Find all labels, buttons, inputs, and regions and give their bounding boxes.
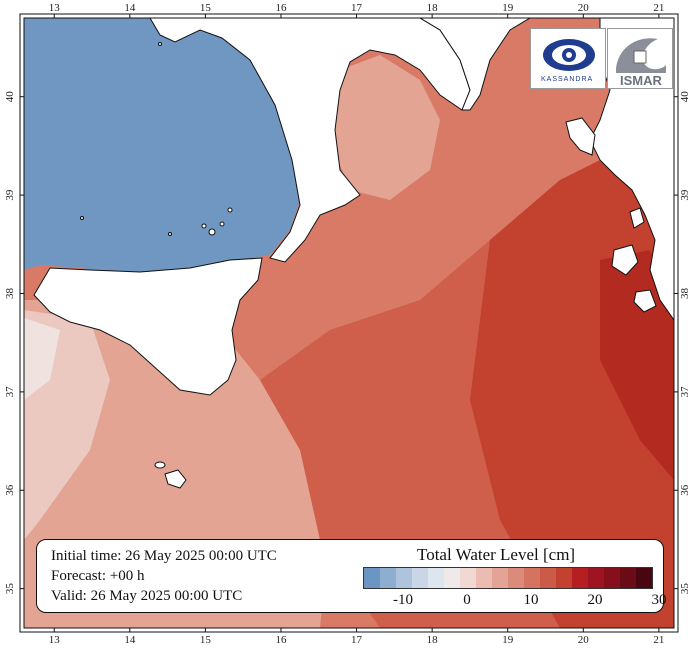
lon-tick-label: 21 [653, 634, 664, 646]
lat-tick-label: 38 [4, 287, 16, 299]
lon-tick-label: 14 [124, 634, 136, 646]
lat-tick-label: 39 [679, 189, 691, 201]
info-legend-box: Initial time: 26 May 2025 00:00 UTC Fore… [36, 539, 667, 613]
kassandra-logo: KASSANDRA [530, 28, 606, 89]
lon-ticks-top: 13 14 15 16 17 18 19 20 21 [49, 2, 664, 18]
lon-tick-label: 16 [275, 634, 287, 646]
malta-land [164, 469, 187, 489]
initial-time-text: Initial time: 26 May 2025 00:00 UTC [51, 548, 277, 564]
corfu-land [565, 117, 596, 156]
lat-tick-label: 39 [4, 189, 16, 201]
forecast-text: Forecast: +00 h [51, 568, 145, 584]
lefkada-land [629, 207, 645, 229]
lon-tick-label: 19 [502, 634, 514, 646]
colorbar-swatch [380, 568, 396, 588]
sea-zone-pale [24, 318, 60, 400]
lon-ticks-bottom: 13 14 15 16 17 18 19 20 21 [49, 628, 664, 646]
small-island [80, 216, 84, 220]
colorbar-swatch [524, 568, 540, 588]
lon-tick-label: 13 [49, 634, 61, 646]
colorbar [363, 567, 653, 589]
lon-tick-label: 18 [427, 2, 439, 14]
colorbar-swatch [492, 568, 508, 588]
lon-tick-label: 18 [427, 634, 439, 646]
lat-tick-label: 36 [4, 484, 16, 496]
colorbar-swatch [444, 568, 460, 588]
ismar-logo-text: ISMAR [620, 73, 662, 88]
valid-time-text: Valid: 26 May 2025 00:00 UTC [51, 588, 243, 604]
lat-tick-label: 35 [4, 583, 16, 595]
outer-border [19, 13, 679, 633]
colorbar-tick-label: 30 [651, 592, 667, 608]
colorbar-swatch [428, 568, 444, 588]
lon-tick-label: 15 [200, 634, 212, 646]
lat-ticks-left: 40 39 38 37 36 35 [4, 91, 24, 594]
colorbar-swatch [508, 568, 524, 588]
lat-tick-label: 37 [679, 386, 691, 398]
sea-zone-deep [600, 250, 674, 480]
colorbar-tick-label: 20 [587, 592, 603, 608]
colorbar-swatch [604, 568, 620, 588]
gozo-land [154, 461, 166, 469]
colorbar-swatch [540, 568, 556, 588]
sea-zone-taranto [330, 55, 440, 200]
lat-ticks-right: 40 39 38 37 36 35 [674, 91, 691, 594]
ismar-logo: ISMAR [607, 28, 673, 89]
greece-land [589, 18, 674, 321]
lat-tick-label: 36 [679, 484, 691, 496]
aeolian-island [227, 207, 233, 213]
legend-title: Total Water Level [cm] [417, 545, 576, 564]
map-border [23, 17, 675, 629]
ustica-island [168, 232, 172, 236]
kefalonia-land [611, 244, 639, 276]
salento-land [419, 18, 531, 111]
colorbar-swatch [620, 568, 636, 588]
colorbar-tick-label: 10 [523, 592, 539, 608]
lon-tick-label: 17 [351, 2, 363, 14]
ismar-wave-icon [616, 38, 666, 73]
lon-tick-label: 14 [124, 2, 136, 14]
lon-tick-label: 17 [351, 634, 363, 646]
lat-tick-label: 35 [679, 583, 691, 595]
lat-tick-label: 40 [679, 91, 691, 103]
aeolian-island [208, 228, 216, 236]
colorbar-swatch [588, 568, 604, 588]
colorbar-swatch [412, 568, 428, 588]
colorbar-swatch [572, 568, 588, 588]
colorbar-tick-label: 0 [463, 592, 471, 608]
aeolian-island [201, 223, 207, 229]
zakynthos-land [633, 289, 657, 313]
colorbar-swatch [460, 568, 476, 588]
lon-tick-label: 20 [578, 2, 590, 14]
lat-tick-label: 37 [4, 386, 16, 398]
colorbar-swatch [396, 568, 412, 588]
colorbar-swatch [556, 568, 572, 588]
aeolian-island [219, 221, 225, 227]
colorbar-swatch [364, 568, 380, 588]
kassandra-eye-icon [543, 39, 595, 71]
small-island [158, 42, 162, 46]
lat-tick-label: 40 [4, 91, 16, 103]
kassandra-logo-text: KASSANDRA [541, 76, 594, 83]
colorbar-swatch [636, 568, 652, 588]
lon-tick-label: 20 [578, 634, 590, 646]
sicily-land [33, 257, 263, 396]
lon-tick-label: 21 [653, 2, 664, 14]
colorbar-tick-label: -10 [393, 592, 413, 608]
lon-tick-label: 19 [502, 2, 514, 14]
lon-tick-label: 16 [275, 2, 287, 14]
lon-tick-label: 13 [49, 2, 61, 14]
colorbar-swatch [476, 568, 492, 588]
lat-tick-label: 38 [679, 287, 691, 299]
lon-tick-label: 15 [200, 2, 212, 14]
